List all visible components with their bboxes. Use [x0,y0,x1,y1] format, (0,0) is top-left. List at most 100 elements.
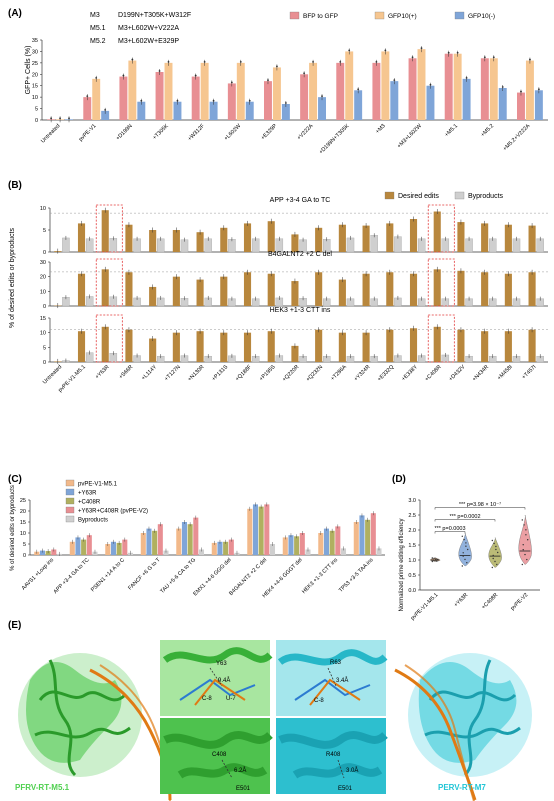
bar [300,74,309,120]
stat-bracket [434,519,496,522]
bar [282,537,288,555]
bar [149,230,157,252]
legend-label: Desired edits [398,193,439,200]
bar [390,81,399,120]
bar [417,49,426,121]
data-point [492,557,494,560]
bar [335,526,341,555]
data-point [436,560,438,562]
data-point [501,86,504,88]
data-point [526,558,528,561]
distance-label: 3.4Å [336,677,348,684]
bar [247,508,253,555]
stat-label: *** p=0.0002 [449,514,480,520]
bar [187,524,193,555]
panel-d-stats: *** p=0.0003 *** p=0.0002 *** p=3.98 × 10⁻… [434,501,526,534]
y-tick-label: 5 [43,345,46,351]
x-tick-label: +E329P [260,123,278,141]
stat-label: *** p=0.0003 [434,526,465,532]
right-structure-label: PERV-RT-M7 [438,783,486,792]
panel-d-ylabel: Normalized prime editing efficiency [399,519,405,612]
panel-b-subplots: APP +3-4 GA to TC 0 5 10 B4GALNT2 +2 C del 0 1… [40,197,548,366]
bar [329,530,335,555]
residue-label: E501 [338,786,353,792]
bar [125,329,133,362]
zoom-right-bottom: R408 3.0Å E501 [276,718,388,794]
x-tick-label: TP53 +3-5 TAA ins [338,557,375,594]
bar [198,549,205,555]
zoom-left-bottom: C408 6.2Å E501 [160,718,273,794]
x-tick-label: +T305K [152,123,170,141]
bar [409,219,418,252]
data-point [456,51,459,54]
data-point [493,542,495,545]
panel-a-ylabel: GFP+ Cells (%) [25,46,32,95]
data-point [483,56,486,59]
stat-label: *** p=3.98 × 10⁻⁷ [459,501,501,508]
x-tick-label: HEK4 +4-6 GGGT del [262,557,304,599]
panel-b-letter: (B) [8,180,22,191]
data-point [464,558,466,561]
data-point [465,545,467,547]
panel-d-violins [429,514,532,569]
distance-label: 3.0Å [346,767,358,774]
data-point [248,99,251,102]
bar [408,58,417,120]
bar [140,533,146,555]
x-tick-label: pvPE-V1 [78,123,98,143]
x-tick-label: +M3 [375,123,387,135]
bar [228,539,234,555]
bar [315,227,323,252]
bar [243,223,252,252]
bar [426,85,435,120]
bar [196,279,204,306]
bar [346,237,355,253]
y-tick-label: 10 [40,289,46,295]
panel-a-xticks: Untreated pvPE-V1 +D199N +T305K +W312F +L602W… [40,123,531,156]
data-point [437,558,439,561]
x-tick-label: +M5.2 [480,123,495,138]
bar [291,234,299,252]
legend-label: GFP10(-) [468,13,495,20]
bar [101,269,109,306]
y-tick-label: 0 [23,553,26,559]
highlight-box [427,258,455,307]
bar [365,519,371,555]
legend-label: BFP to GFP [303,13,338,20]
data-point [140,99,143,102]
legend-swatch [289,11,300,20]
zoom-right-top: R63 3.4Å C-8 [276,640,388,716]
bar [386,272,394,306]
x-tick-label: AAVS1 +Loxp ins [21,557,56,592]
y-tick-label: 10 [40,206,46,212]
panel-c-legend: pvPE-V1-M5.1 +Y63R +C408R +Y63R+C408R (pvPE… [65,479,148,524]
bar [504,224,512,252]
bar [281,104,290,120]
bar [305,549,311,555]
bar [200,62,209,120]
x-tick-label: +D432V [448,364,467,383]
bar [92,78,101,120]
x-tick-label: +M5.2+V222A [502,123,531,152]
data-point [522,548,524,551]
panel-d-axis: 0.0 0.5 1.0 1.5 2.0 2.5 3.0 [408,498,540,594]
data-point [212,99,215,102]
bar [394,236,402,253]
bar [517,92,525,120]
bar [481,331,489,362]
bar [220,227,228,252]
data-point [461,565,463,567]
x-tick-label: +E338Y [401,364,419,382]
bar [172,276,180,306]
bar [457,270,465,306]
bar [362,273,370,306]
bar [196,232,204,252]
bar [457,329,465,362]
legend-swatch [65,506,75,514]
bar [433,326,441,362]
data-point [494,560,496,563]
y-tick-label: 2.5 [408,513,416,519]
bar [528,329,536,362]
y-tick-label: 35 [32,38,38,44]
residue-label: C-8 [202,696,212,702]
